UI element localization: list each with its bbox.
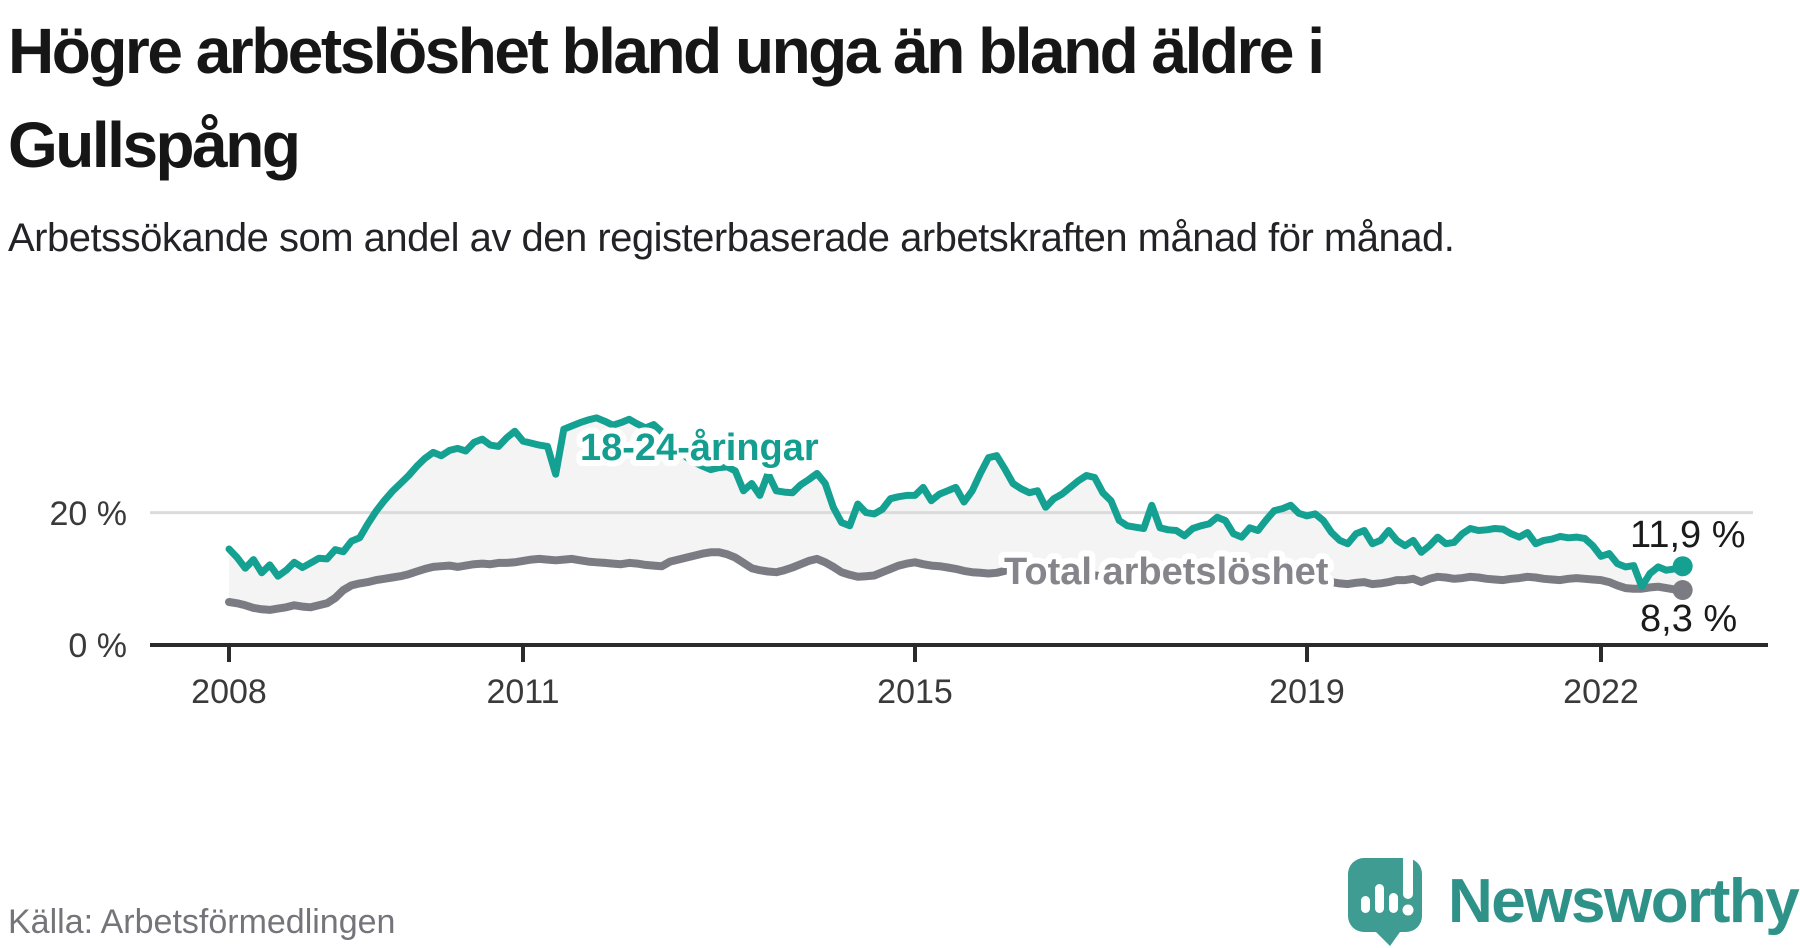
page-title: Högre arbetslöshet bland unga än bland ä…	[8, 15, 1325, 181]
x-axis-ticks	[227, 645, 1603, 662]
newsworthy-logo: Newsworthy	[1348, 854, 1800, 946]
end-value-label-total: 8,3 %	[1640, 598, 1737, 640]
chart-subtitle: Arbetssökande som andel av den registerb…	[8, 216, 1455, 260]
x-tick-label: 2008	[191, 673, 267, 711]
y-axis-tick-labels: 0 % 20 %	[50, 495, 128, 665]
end-value-label-young: 11,9 %	[1630, 514, 1745, 556]
speech-bubble-bar-chart-exclamation-icon	[1348, 854, 1422, 946]
source-note: Källa: Arbetsförmedlingen	[8, 903, 396, 941]
series-end-dots	[1672, 556, 1693, 601]
x-tick-label: 2019	[1269, 673, 1345, 711]
young-unemployment-line	[225, 414, 1687, 591]
series-label-young: 18-24-åringar	[580, 427, 819, 469]
y-tick-label-20: 20 %	[50, 495, 128, 533]
y-tick-label-0: 0 %	[68, 627, 127, 665]
x-tick-label: 2022	[1563, 673, 1639, 711]
total-end-dot	[1672, 580, 1693, 601]
series-label-total: Total arbetslöshet	[1004, 551, 1329, 593]
x-axis-tick-labels: 2008 2011 2015 2019 2022	[191, 673, 1639, 711]
total-unemployment-line	[225, 548, 1687, 614]
brand-wordmark: Newsworthy	[1448, 867, 1800, 936]
young-end-dot	[1672, 556, 1693, 577]
series-lines	[225, 414, 1687, 614]
x-tick-label: 2015	[877, 673, 953, 711]
x-tick-label: 2011	[486, 673, 559, 711]
